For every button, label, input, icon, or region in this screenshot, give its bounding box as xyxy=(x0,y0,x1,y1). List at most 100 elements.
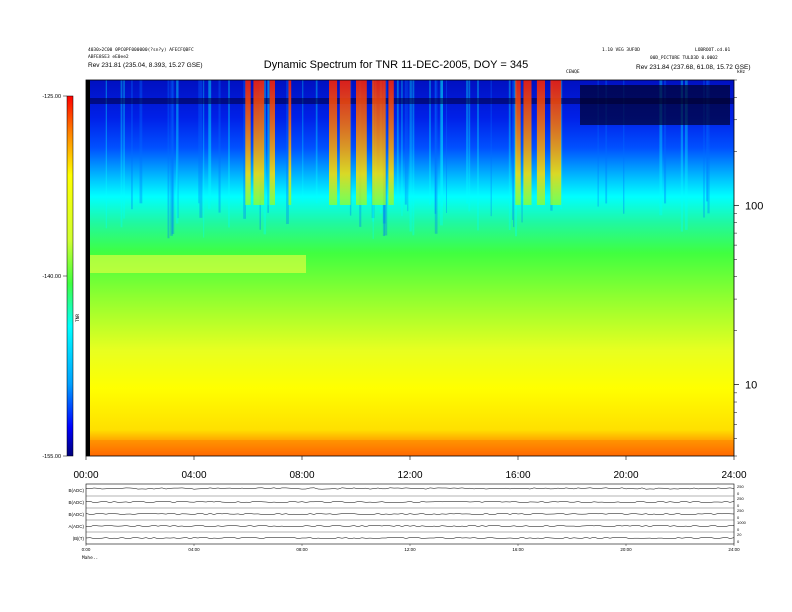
spectrum-streak xyxy=(286,80,289,224)
lower-row-top-tick: 20 xyxy=(737,532,742,537)
spectrum-streak xyxy=(208,80,211,210)
left-time-bar xyxy=(86,80,90,456)
radio-burst xyxy=(515,80,521,205)
spectrum-streak xyxy=(302,80,304,203)
yellow-patch xyxy=(86,255,306,273)
lower-x-tick-label: 0:00 xyxy=(82,547,91,552)
x-tick-label: 00:00 xyxy=(73,470,98,481)
spectrum-streak xyxy=(409,80,412,232)
header-rev-left: Rev 231.81 (235.04, 8.393, 15.27 GSE) xyxy=(88,62,203,69)
y-tick-label: 100 xyxy=(745,200,763,212)
spectrum-streak xyxy=(198,80,200,204)
chart-title: Dynamic Spectrum for TNR 11-DEC-2005, DO… xyxy=(263,59,529,71)
lower-row-trace xyxy=(85,501,735,503)
spectrum-streak xyxy=(243,80,246,219)
spectrum-streak xyxy=(512,80,514,220)
radio-burst xyxy=(339,80,351,205)
spectrum-streak xyxy=(396,80,399,201)
lower-row-label: B(ADC) xyxy=(69,488,85,493)
lower-row-top-tick: 250 xyxy=(737,484,744,489)
header-info-right-2: LOBROOT.cd.01 xyxy=(695,48,731,53)
radio-burst xyxy=(536,80,545,205)
spectrum-streak xyxy=(508,80,511,231)
lower-row-top-tick: 1000 xyxy=(737,520,747,525)
spectrum-streak xyxy=(228,80,230,228)
spectrum-streak xyxy=(659,80,663,216)
radio-burst xyxy=(288,80,292,205)
lower-row-trace xyxy=(86,487,735,490)
spectrum-streak xyxy=(664,80,667,204)
spectrum-streak xyxy=(171,80,175,235)
spectrum-streak xyxy=(623,80,625,214)
colorbar xyxy=(66,95,74,457)
radio-burst xyxy=(388,80,394,205)
colorbar-tick-label: -140.00 xyxy=(42,274,61,280)
radio-burst xyxy=(523,80,532,205)
dark-band xyxy=(86,98,734,104)
x-tick-label: 08:00 xyxy=(289,470,314,481)
radio-burst xyxy=(269,80,275,205)
spectrum-streak xyxy=(267,80,270,206)
x-tick-label: 04:00 xyxy=(181,470,206,481)
spectrum-streak xyxy=(680,80,683,232)
spectrum-streak xyxy=(315,80,318,204)
lower-x-tick-label: 24:00 xyxy=(728,547,740,552)
y-tick-label: 10 xyxy=(745,380,757,392)
spectrum-streak xyxy=(446,80,447,213)
spectrum-streak xyxy=(703,80,705,218)
low-freq-band xyxy=(86,440,734,456)
radio-burst xyxy=(372,80,386,205)
lower-row-label: A(ADC) xyxy=(69,524,85,529)
x-tick-label: 12:00 xyxy=(397,470,422,481)
spectrum-streak xyxy=(209,80,212,202)
spectrum-streak xyxy=(466,80,468,204)
x-tick-label: 16:00 xyxy=(505,470,530,481)
header-info-right-3: 00D_PICTURE TULD3D 0.0002 xyxy=(650,56,718,61)
spectrum-streak xyxy=(605,80,608,204)
spectrum-streak xyxy=(468,80,471,212)
lower-row-bottom-tick: 0 xyxy=(737,539,740,544)
lower-row-trace xyxy=(85,525,735,527)
header-info-right-1: 1.10 VEG 3UFOD xyxy=(602,48,640,53)
spectrum-streak xyxy=(105,80,107,229)
spectrum-streak xyxy=(139,80,143,204)
dark-region xyxy=(580,85,730,125)
spectrum-streak xyxy=(167,80,170,239)
x-tick-label: 20:00 xyxy=(613,470,638,481)
colorbar-axis-label: TNR xyxy=(76,313,81,322)
lower-row-bottom-tick: 0 xyxy=(737,515,740,520)
lower-x-tick-label: 20:00 xyxy=(620,547,632,552)
spectrum-streak xyxy=(685,80,688,230)
spectrum-streak xyxy=(177,80,179,219)
units-label: kHz xyxy=(737,70,746,75)
spectrum-streak xyxy=(176,80,179,224)
radio-burst xyxy=(550,80,562,205)
x-tick-label: 24:00 xyxy=(721,470,746,481)
spectrum-streak xyxy=(263,80,267,235)
spectrum-streak xyxy=(707,80,710,214)
spectrum-streak xyxy=(120,80,123,228)
lower-row-label: B(ADC) xyxy=(69,500,85,505)
lower-x-tick-label: 08:00 xyxy=(296,547,308,552)
spectrum-streak xyxy=(490,80,492,217)
spectrum-streak xyxy=(706,80,708,202)
lower-x-tick-label: 04:00 xyxy=(188,547,200,552)
lower-row-bottom-tick: 0 xyxy=(737,503,740,508)
spectrum-streak xyxy=(513,80,515,228)
lower-row-top-tick: 250 xyxy=(737,496,744,501)
spectrum-streak xyxy=(170,80,173,236)
radio-burst xyxy=(329,80,338,205)
lower-row-label: B(ADC) xyxy=(69,512,85,517)
spectrum-streak xyxy=(434,80,438,234)
spectrum-streak xyxy=(477,80,479,231)
header-info-left-2: ABFE8SE3 eE0ee2 xyxy=(88,55,129,60)
radio-burst xyxy=(356,80,367,205)
colorbar-tick-label: -155.00 xyxy=(42,454,61,460)
spectrum-streak xyxy=(267,80,269,213)
lower-x-tick-label: 16:00 xyxy=(512,547,524,552)
lower-row-trace xyxy=(85,513,735,515)
spectrum-streak xyxy=(439,80,443,226)
lower-row-top-tick: 250 xyxy=(737,508,744,513)
spectrum-streak xyxy=(513,80,517,210)
